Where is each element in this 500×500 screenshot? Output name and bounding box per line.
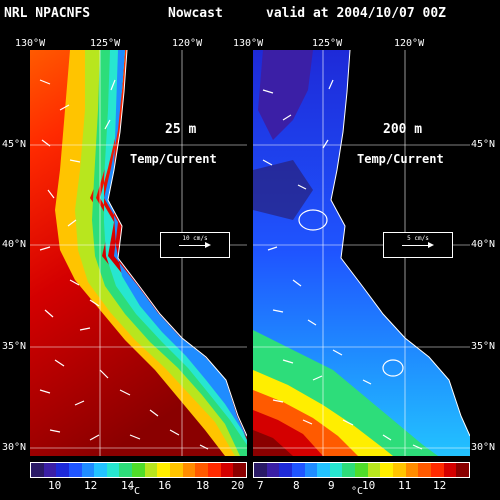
colorbar-swatch (56, 463, 69, 477)
colorbar-swatch (342, 463, 356, 477)
colorbar-swatch (132, 463, 145, 477)
colorbar-swatch (254, 463, 267, 477)
colorbar-tick-left: 10 (48, 479, 62, 492)
colorbar-tick-right: 10 (362, 479, 376, 492)
colorbar-swatch (355, 463, 368, 477)
model-title: NRL NPACNFS (4, 6, 91, 21)
product-title: Nowcast (168, 6, 223, 21)
colorbar-swatch (182, 463, 196, 477)
colorbar-tick-right: 8 (293, 479, 300, 492)
colorbar-swatch (43, 463, 57, 477)
colorbar-25m (30, 462, 247, 478)
colorbar-200m (253, 462, 470, 478)
colorbar-swatch (68, 463, 82, 477)
colorbar-tick-right: 11 (398, 479, 412, 492)
colorbar-tick-right: 9 (328, 479, 335, 492)
colorbar-swatch (119, 463, 133, 477)
arrowhead-icon (428, 242, 434, 248)
colorbar-swatch (304, 463, 318, 477)
lat-label-40n-right: 40°N (471, 239, 496, 250)
colorbar-swatch (157, 463, 171, 477)
map-panel-25m: 25 m Temp/Current 10 cm/s (30, 50, 247, 456)
vector-scale-arrow-icon (179, 245, 207, 246)
colorbar-tick-left: 20 (231, 479, 245, 492)
lat-label-30n-right: 30°N (471, 442, 496, 453)
colorbar-swatch (443, 463, 457, 477)
depth-label-25m: 25 m (165, 122, 197, 137)
lon-label-120w-left: 120°W (172, 38, 203, 49)
lon-label-125w-left: 125°W (90, 38, 121, 49)
colorbar-swatch (279, 463, 292, 477)
lon-label-130w-right: 130°W (233, 38, 264, 49)
lon-label-125w-right: 125°W (312, 38, 343, 49)
lat-label-35n-left: 35°N (2, 341, 27, 352)
depth-label-200m: 200 m (383, 122, 423, 137)
colorbar-swatch (317, 463, 330, 477)
vector-scale-box-left: 10 cm/s (160, 232, 230, 258)
colorbar-swatch (233, 463, 246, 477)
colorbar-swatch (367, 463, 381, 477)
colorbar-swatch (430, 463, 444, 477)
lon-label-120w-right: 120°W (394, 38, 425, 49)
colorbar-tick-right: 7 (257, 479, 264, 492)
arrowhead-icon (205, 242, 211, 248)
colorbar-swatch (31, 463, 44, 477)
lon-label-130w-left: 130°W (15, 38, 46, 49)
colorbar-swatch (405, 463, 419, 477)
lat-label-30n-left: 30°N (2, 442, 27, 453)
colorbar-swatch (81, 463, 95, 477)
vector-scale-arrow-icon (402, 245, 430, 246)
lat-label-45n-left: 45°N (2, 139, 27, 150)
colorbar-swatch (144, 463, 158, 477)
colorbar-swatch (94, 463, 107, 477)
colorbar-swatch (266, 463, 280, 477)
colorbar-swatch (456, 463, 469, 477)
colorbar-unit-right: °C (351, 486, 364, 497)
colorbar-tick-right: 12 (433, 479, 447, 492)
colorbar-swatch (329, 463, 343, 477)
colorbar-tick-left: 16 (158, 479, 172, 492)
colorbar-swatch (291, 463, 305, 477)
colorbar-swatch (220, 463, 234, 477)
colorbar-tick-left: 18 (196, 479, 210, 492)
colorbar-swatch (106, 463, 120, 477)
field-label-left: Temp/Current (130, 152, 217, 166)
vector-scale-text-left: 10 cm/s (182, 235, 208, 242)
valid-time: valid at 2004/10/07 00Z (266, 6, 447, 21)
colorbar-tick-left: 12 (84, 479, 98, 492)
lat-label-45n-right: 45°N (471, 139, 496, 150)
lat-label-35n-right: 35°N (471, 341, 496, 352)
field-label-right: Temp/Current (357, 152, 444, 166)
vector-scale-text-right: 5 cm/s (407, 235, 429, 242)
colorbar-swatch (170, 463, 183, 477)
colorbar-swatch (393, 463, 406, 477)
colorbar-tick-left: 14 (121, 479, 135, 492)
colorbar-swatch (418, 463, 431, 477)
colorbar-swatch (207, 463, 221, 477)
lat-label-40n-left: 40°N (2, 239, 27, 250)
colorbar-swatch (195, 463, 208, 477)
vector-scale-box-right: 5 cm/s (383, 232, 453, 258)
colorbar-swatch (380, 463, 394, 477)
colorbar-unit-left: °C (128, 486, 141, 497)
map-panel-200m: 200 m Temp/Current 5 cm/s (253, 50, 470, 456)
